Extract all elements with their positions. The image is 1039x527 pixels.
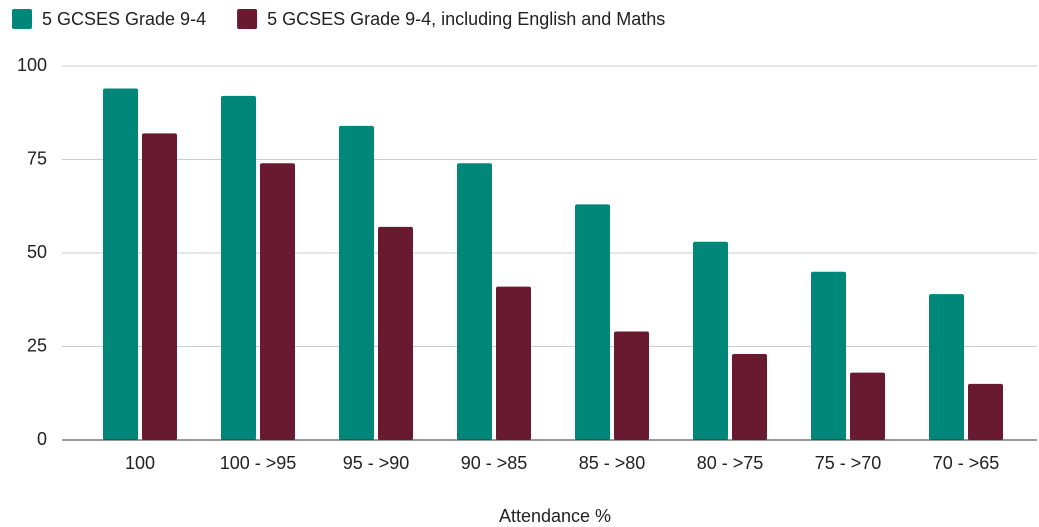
bar — [575, 204, 610, 440]
bar — [811, 271, 846, 440]
legend-swatch — [237, 9, 258, 29]
bar — [378, 226, 413, 440]
bar — [850, 372, 885, 440]
bar — [339, 125, 374, 440]
y-tick-label: 0 — [37, 429, 47, 449]
x-tick-label: 90 - >85 — [461, 453, 528, 473]
legend-label: 5 GCSES Grade 9-4, including English and… — [267, 9, 665, 29]
y-tick-label: 75 — [27, 148, 47, 168]
x-tick-label: 70 - >65 — [933, 453, 1000, 473]
x-tick-label: 80 - >75 — [697, 453, 764, 473]
bar — [693, 241, 728, 440]
legend-swatch — [12, 9, 32, 29]
y-tick-label: 100 — [17, 55, 47, 75]
bar — [103, 88, 138, 440]
y-tick-label: 50 — [27, 242, 47, 262]
x-tick-label: 95 - >90 — [343, 453, 410, 473]
x-tick-label: 75 - >70 — [815, 453, 882, 473]
bar — [614, 331, 649, 440]
x-axis-label: Attendance % — [499, 506, 611, 526]
bar — [142, 133, 177, 440]
bar — [260, 163, 295, 441]
y-tick-label: 25 — [27, 335, 47, 355]
x-tick-label: 100 — [125, 453, 155, 473]
bar — [496, 286, 531, 440]
x-tick-label: 100 - >95 — [220, 453, 297, 473]
bar — [929, 294, 964, 440]
x-tick-label: 85 - >80 — [579, 453, 646, 473]
legend-label: 5 GCSES Grade 9-4 — [42, 9, 206, 29]
bar — [457, 163, 492, 441]
bar — [732, 353, 767, 440]
bar — [968, 383, 1003, 440]
bar — [221, 95, 256, 441]
